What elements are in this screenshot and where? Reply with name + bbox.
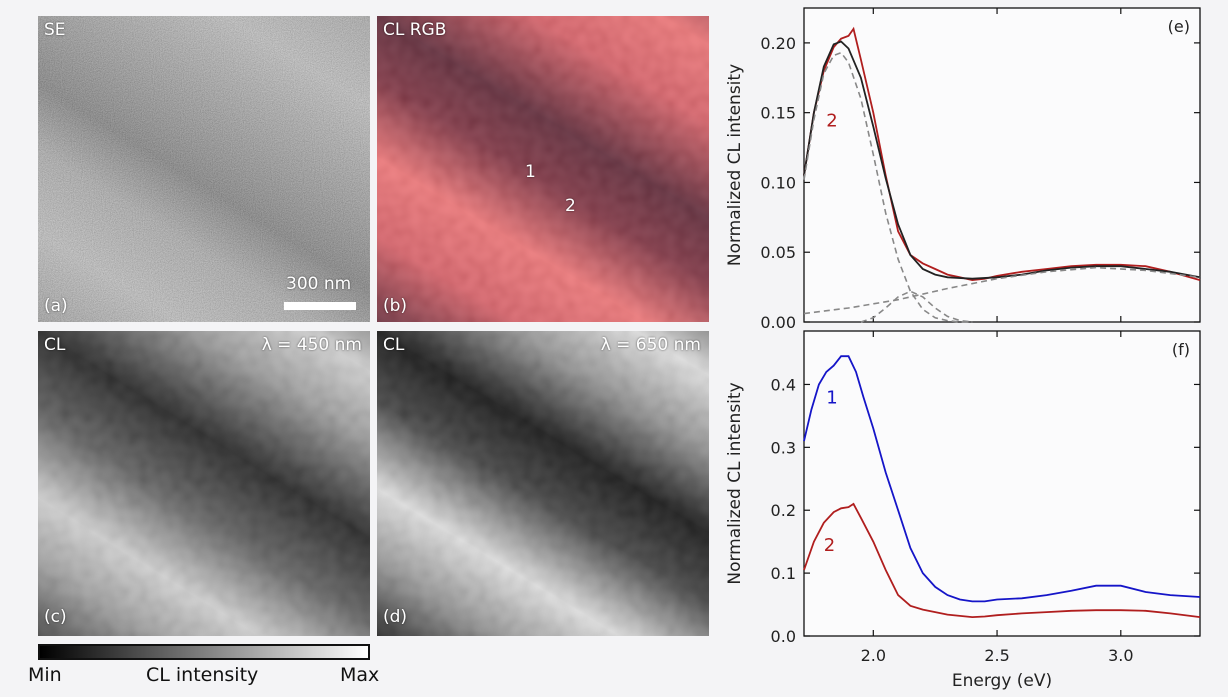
x-tick-label: 3.0	[1108, 646, 1133, 665]
series-line-2	[803, 502, 1201, 619]
panel-tag: (d)	[383, 607, 408, 627]
mode-label: SE	[44, 20, 66, 40]
cl-650-image-panel: CL λ = 650 nm (d)	[377, 331, 709, 636]
y-tick-label: 0.00	[760, 313, 796, 332]
spectra-charts: 0.00 0.05 0.10 0.15 0.20 2 (e) Normalized CL in…	[725, 7, 1201, 691]
cl-450-image-panel: CL λ = 450 nm (c)	[38, 331, 370, 636]
cl-rgb-image	[377, 16, 709, 322]
y-tick-label: 0.2	[771, 501, 796, 520]
y-tick-label: 0.15	[760, 104, 796, 123]
mode-label: CL RGB	[383, 20, 447, 40]
x-axis-label: Energy (eV)	[952, 671, 1052, 691]
colorbar-max-label: Max	[340, 664, 380, 686]
colorbar-min-label: Min	[28, 664, 62, 686]
se-image	[38, 16, 370, 322]
y-tick-label: 0.05	[760, 243, 796, 262]
y-tick-label: 0.10	[760, 173, 796, 192]
series-line-fit	[803, 40, 1201, 280]
y-axis-label: Normalized CL intensity	[725, 64, 745, 266]
colorbar-gradient	[38, 644, 370, 660]
x-tick-label: 2.0	[861, 646, 886, 665]
colorbar-title: CL intensity	[146, 664, 259, 686]
cl-rgb-image-panel: CL RGB 1 2 (b)	[377, 16, 709, 322]
scalebar	[284, 302, 356, 310]
series-line-gaussian-3	[803, 266, 1201, 315]
series-line-1	[803, 355, 1201, 603]
plot-frame	[803, 330, 1201, 637]
panel-tag: (a)	[44, 296, 68, 316]
series-line-gaussian-2	[860, 290, 973, 323]
panel-tag: (b)	[383, 296, 408, 316]
y-tick-label: 0.20	[760, 34, 796, 53]
point-1-label: 1	[525, 162, 536, 182]
y-tick-label: 0.3	[771, 438, 796, 457]
series-line-gaussian-1	[803, 51, 973, 323]
x-tick-label: 2.5	[984, 646, 1009, 665]
curve-annotation: 1	[826, 387, 837, 408]
series-line-spectrum-2	[803, 26, 1201, 282]
y-tick-label: 0.0	[771, 627, 796, 646]
mode-label: CL	[44, 335, 66, 355]
curve-annotation: 2	[826, 111, 837, 132]
y-tick-label: 0.4	[771, 375, 796, 394]
mode-label: CL	[383, 335, 405, 355]
point-2-label: 2	[565, 196, 576, 216]
wavelength-label: λ = 650 nm	[600, 335, 701, 355]
curve-annotation: 2	[824, 535, 835, 556]
cl-650-image	[377, 331, 709, 636]
panel-tag: (f)	[1172, 340, 1190, 359]
se-image-panel: SE 300 nm (a)	[38, 16, 370, 322]
cl-450-image	[38, 331, 370, 636]
wavelength-label: λ = 450 nm	[261, 335, 362, 355]
y-axis-label: Normalized CL intensity	[725, 382, 745, 584]
panel-tag: (e)	[1168, 17, 1190, 36]
colorbar	[38, 644, 370, 660]
y-tick-label: 0.1	[771, 564, 796, 583]
scalebar-label: 300 nm	[286, 274, 352, 294]
panel-tag: (c)	[44, 607, 67, 627]
